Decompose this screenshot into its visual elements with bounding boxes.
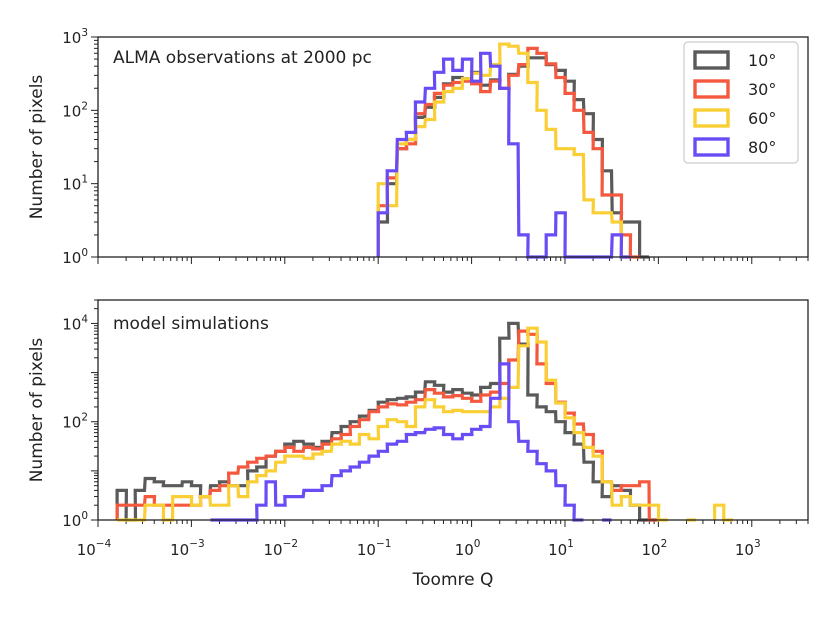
x-tick-label: 100 xyxy=(455,538,481,559)
bottom-panel-x-axis-label: Toomre Q xyxy=(412,570,494,590)
y-tick-label: 102 xyxy=(62,412,88,432)
bottom-panel-y-tick-labels: 100 102 104 xyxy=(62,313,88,530)
histogram-series-60deg xyxy=(376,42,631,259)
legend-label: 30° xyxy=(748,80,776,99)
y-tick-label: 101 xyxy=(62,174,88,194)
y-tick-label: 103 xyxy=(62,27,88,47)
bottom-panel-y-axis-label: Number of pixels xyxy=(27,338,47,483)
legend-label: 10° xyxy=(748,51,776,70)
top-panel-frame xyxy=(97,36,809,258)
histogram-series-30deg xyxy=(376,46,640,259)
x-tick-label: 10−2 xyxy=(264,538,299,559)
x-tick-label: 102 xyxy=(641,538,667,559)
top-panel-y-axis-label: Number of pixels xyxy=(27,75,47,220)
x-tick-label: 103 xyxy=(735,538,761,559)
bottom-panel-x-tick-labels: 10−4 10−3 10−2 10−1 100 101 102 103 xyxy=(77,538,761,559)
y-tick-label: 104 xyxy=(62,313,88,333)
bottom-panel-annotation: model simulations xyxy=(113,314,269,334)
y-tick-label: 102 xyxy=(62,100,88,120)
top-panel-y-tick-labels: 100 101 102 103 xyxy=(62,27,88,267)
x-tick-label: 101 xyxy=(548,538,574,559)
y-tick-label: 100 xyxy=(62,510,88,530)
top-panel-ticks xyxy=(91,36,809,264)
x-tick-label: 10−1 xyxy=(357,538,392,559)
x-tick-label: 10−3 xyxy=(170,538,205,559)
bottom-panel: 100 102 104 10−4 10−3 10−2 10−1 100 101 102 103 m… xyxy=(27,299,809,590)
top-panel-series xyxy=(376,42,649,259)
legend-label: 60° xyxy=(748,109,776,128)
legend-swatch xyxy=(693,79,730,99)
histogram-series-10deg xyxy=(376,56,649,259)
bottom-panel-ticks xyxy=(91,299,809,527)
legend-swatch xyxy=(693,50,730,70)
legend-swatch xyxy=(693,108,730,128)
histogram-series-80deg xyxy=(376,51,631,259)
y-tick-label: 100 xyxy=(62,247,88,267)
top-panel-annotation: ALMA observations at 2000 pc xyxy=(113,48,372,68)
legend-swatch xyxy=(693,137,730,157)
legend-frame xyxy=(683,41,799,164)
x-tick-label: 10−4 xyxy=(77,538,112,559)
legend-label: 80° xyxy=(748,138,776,157)
legend: 10° 30° 60° 80° xyxy=(683,41,799,164)
bottom-panel-frame xyxy=(97,299,809,521)
top-panel: 100 101 102 103 ALMA observations at 2000 p… xyxy=(27,27,809,267)
bottom-panel-series xyxy=(115,321,733,522)
histogram-series-80deg xyxy=(210,362,612,522)
